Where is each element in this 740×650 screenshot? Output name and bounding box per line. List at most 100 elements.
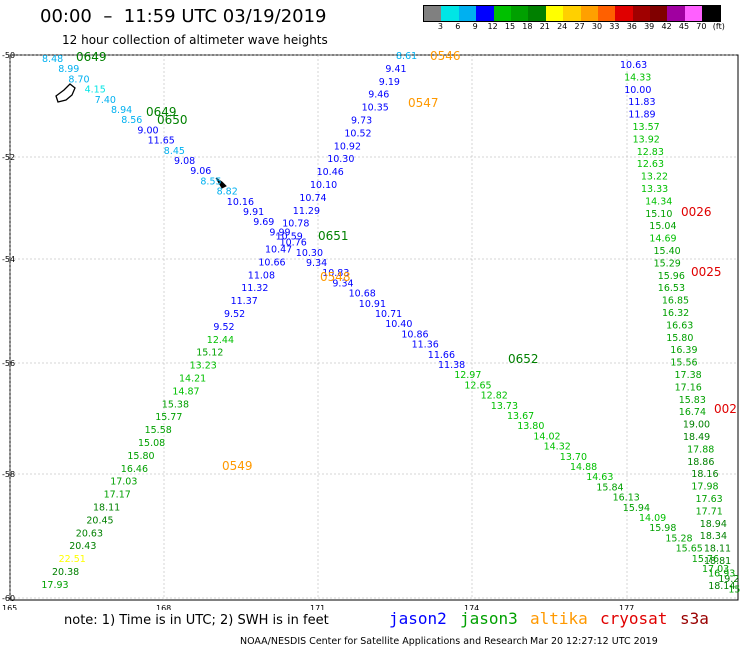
swh-value: 10.30: [296, 248, 323, 259]
swh-value: 15.28: [665, 533, 692, 544]
swh-value: 13.73: [491, 401, 518, 412]
swh-value: 10.68: [349, 289, 376, 300]
swh-value: 10.66: [258, 257, 285, 268]
swh-value: 15.40: [654, 246, 681, 257]
swh-value: 10.92: [334, 141, 361, 152]
altimeter-map: 165 168 171 174 177-50-52-54-56-58-60 8.488.…: [2, 49, 740, 610]
swh-value: 10.74: [299, 193, 326, 204]
swh-value: 9.52: [224, 309, 245, 320]
legend-altika: altika: [530, 609, 588, 628]
pass-time-altika: 0548: [320, 270, 351, 284]
y-tick-label: -58: [2, 470, 15, 479]
swh-value: 11.65: [148, 136, 175, 147]
swh-value: 15.56: [670, 358, 697, 369]
color-scale-bar: [423, 5, 721, 22]
legend-note: note: 1) Time is in UTC; 2) SWH is in fe…: [64, 613, 329, 628]
swh-value: 10.59: [276, 232, 303, 243]
legend-s3a: s3a: [680, 609, 709, 628]
swh-value: 8.99: [58, 64, 79, 75]
swh-value: 11.08: [248, 270, 275, 281]
pass-time-jason3: 0649: [76, 50, 107, 64]
swh-value: 10.76: [280, 238, 307, 249]
swh-value: 10.30: [327, 154, 354, 165]
map-title: 00:00 – 11:59 UTC 03/19/2019: [40, 6, 327, 27]
y-tick-label: -52: [2, 153, 15, 162]
color-swatch: [615, 6, 633, 21]
color-scale-label: (ft): [712, 22, 725, 31]
swh-value: 9.06: [190, 166, 211, 177]
color-swatch: [545, 6, 564, 21]
swh-value: 18.14: [708, 581, 735, 592]
swh-value: 15.83: [679, 395, 706, 406]
swh-value: 13.80: [517, 421, 544, 432]
color-swatch: [528, 6, 546, 21]
swh-value: 13.67: [507, 411, 534, 422]
x-tick-label: 174: [464, 604, 479, 610]
color-swatch: [667, 6, 685, 21]
swh-value: 12.83: [637, 147, 664, 158]
swh-value: 15.08: [138, 438, 165, 449]
swh-value: 10.52: [344, 128, 371, 139]
swh-value: 8.48: [42, 54, 63, 65]
swh-value: 13.70: [560, 452, 587, 463]
pass-time-altika: 0549: [222, 459, 253, 473]
swh-value: 11.83: [628, 97, 655, 108]
color-scale-label: 12: [487, 22, 498, 31]
swh-value: 16.46: [121, 464, 148, 475]
pass-time-altika: 0546: [430, 49, 461, 63]
y-tick-label: -60: [2, 594, 15, 603]
timestamp-text: Mar 20 12:27:12 UTC 2019: [530, 636, 658, 647]
swh-value: 18.86: [687, 457, 714, 468]
swh-value: 17.03: [110, 477, 137, 488]
color-scale-label: 70: [696, 22, 707, 31]
y-tick-label: -50: [2, 51, 15, 60]
swh-value: 14.32: [544, 442, 571, 453]
swh-value: 11.89: [628, 110, 655, 121]
swh-value: 8.94: [111, 105, 132, 116]
swh-value: 17.63: [696, 494, 723, 505]
color-scale-label: 39: [644, 22, 655, 31]
swh-value: 18.16: [691, 469, 718, 480]
swh-value: 16.39: [670, 345, 697, 356]
y-tick-label: -54: [2, 255, 15, 264]
swh-value: 9.41: [385, 64, 406, 75]
swh-value: 8.70: [68, 74, 89, 85]
pass-time-jason3: 0650: [157, 113, 188, 127]
map-frame: [9, 54, 739, 601]
swh-value: 18.49: [683, 432, 710, 443]
swh-value: 9.08: [174, 156, 195, 167]
map-grid: [9, 54, 738, 600]
color-swatch: [563, 6, 581, 21]
swh-value: 8.56: [121, 115, 142, 126]
island-auckland: [55, 83, 76, 103]
swh-value: 15.84: [596, 482, 623, 493]
swh-value: 11.36: [412, 340, 439, 351]
color-swatch: [493, 6, 511, 21]
swh-value: 18.11: [93, 503, 120, 514]
swh-value: 19.25: [718, 574, 740, 585]
swh-value: 9.34: [332, 278, 353, 289]
swh-value: 10.00: [624, 85, 651, 96]
swh-value: 15.29: [654, 258, 681, 269]
swh-value: 8.55: [200, 176, 221, 187]
swh-value: 17.16: [675, 382, 702, 393]
swh-value: 10.46: [317, 167, 344, 178]
swh-value: 13.57: [633, 122, 660, 133]
pass-time-cryosat: 002: [714, 402, 737, 416]
color-scale-label: 3: [437, 22, 443, 31]
swh-value: 16.13: [613, 493, 640, 504]
swh-value: 13.23: [190, 361, 217, 372]
swh-value: 20.63: [76, 528, 103, 539]
pass-time-jason3: 0651: [318, 229, 349, 243]
color-swatch: [580, 6, 598, 21]
swh-value: 14.33: [624, 72, 651, 83]
swh-value: 10.83: [322, 268, 349, 279]
swh-value: 18.34: [700, 531, 727, 542]
swh-value: 10.47: [265, 245, 292, 256]
color-scale-label: 27: [574, 22, 585, 31]
swh-value: 9.46: [368, 90, 389, 101]
swh-value: 15.77: [155, 412, 182, 423]
x-tick-label: 171: [310, 604, 325, 610]
x-tick-label: 165: [2, 604, 17, 610]
swh-value: 14.87: [172, 386, 199, 397]
